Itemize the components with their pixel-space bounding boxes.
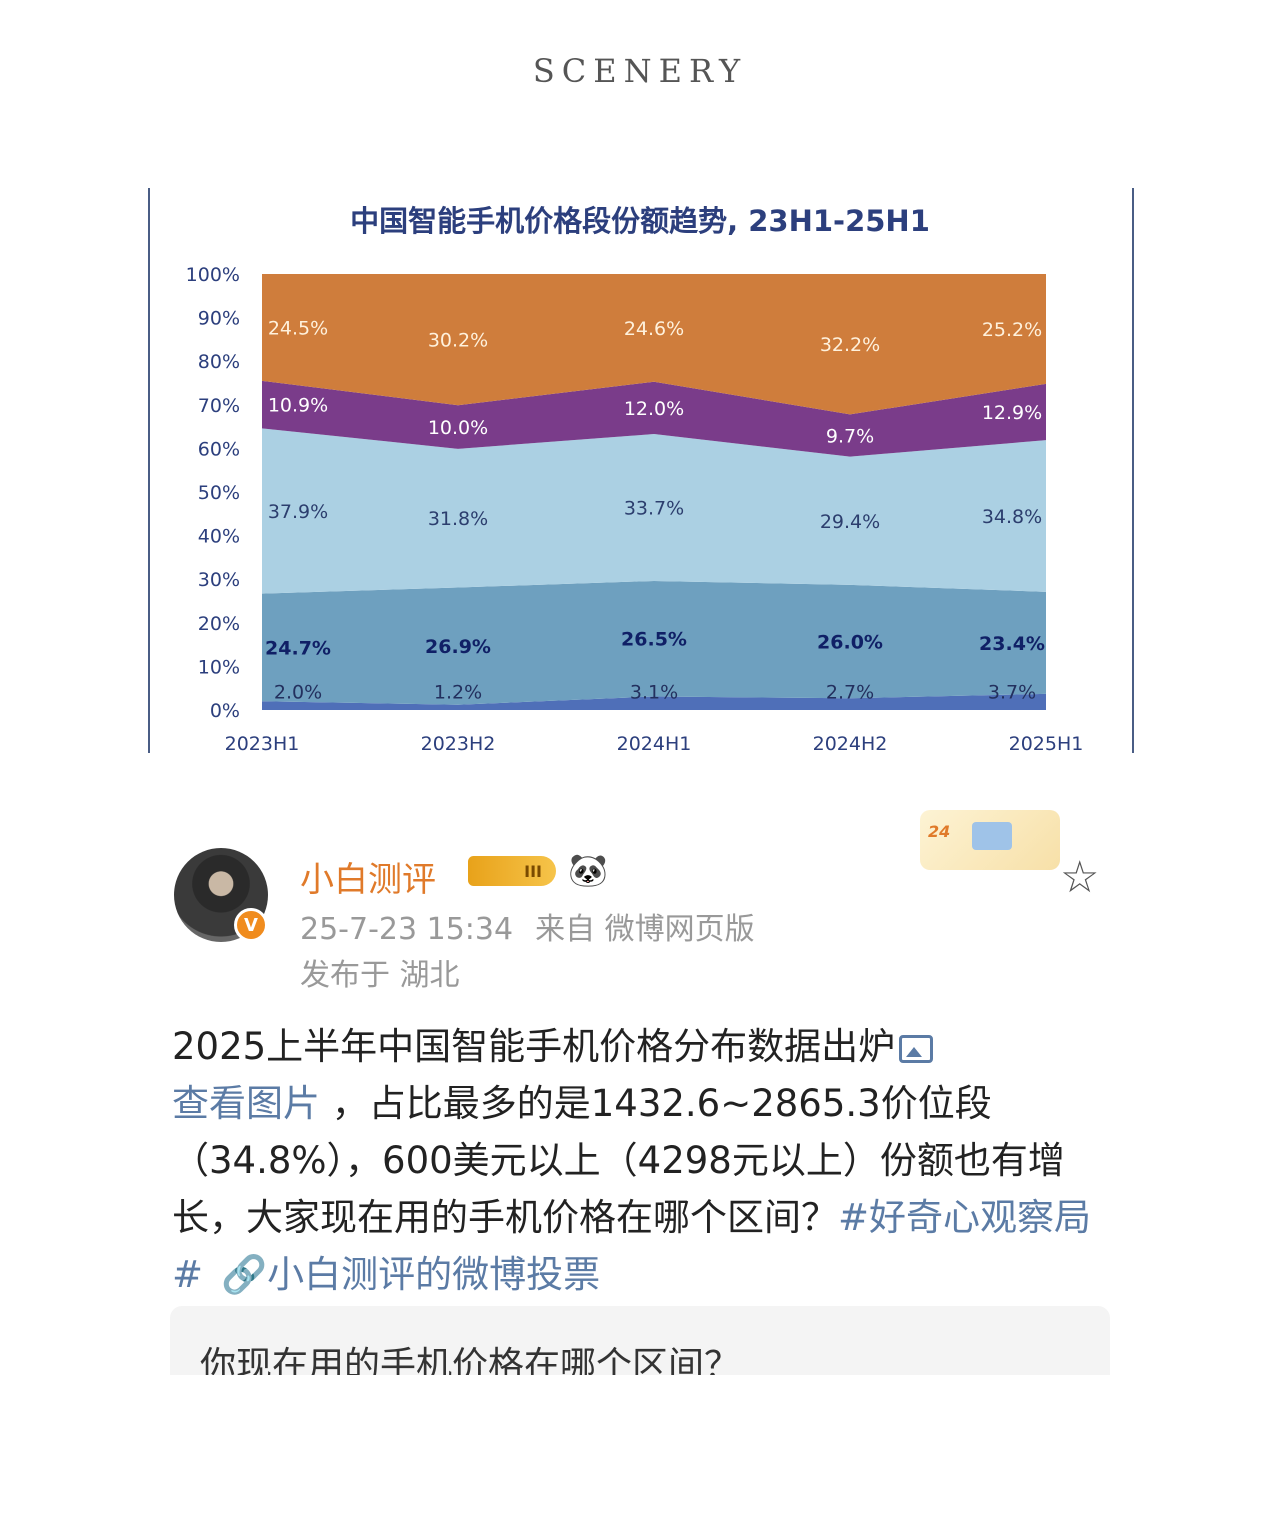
data-label: 12.0% [624,398,684,420]
data-label: 37.9% [268,501,328,523]
verified-badge-icon: V [234,908,268,942]
area-series-3 [262,428,1046,594]
y-tick-label: 10% [198,656,240,678]
data-label: 26.0% [817,632,883,654]
data-label: 10.0% [428,417,488,439]
data-label: 29.4% [820,511,880,533]
post-text-body: ，占比最多的是1432.6~2865.3价位段（34.8%），600美元以上（4… [172,1082,1065,1239]
badge-24-icon: 24 [928,822,951,841]
data-labels: 2.0% 1.2% 3.1% 2.7% 3.7% 24.7% 26.9% 26.5% 26.0%… [265,317,1045,703]
y-tick-label: 100% [186,264,240,286]
y-tick-label: 50% [198,482,240,504]
hashtag-link[interactable]: #好奇心观察局# [172,1196,1092,1296]
data-label: 3.7% [988,682,1036,704]
data-label: 3.1% [630,682,678,704]
y-axis-labels: 0% 10% 20% 30% 40% 50% 60% 70% 80% 90% 100% [186,264,240,722]
area-series-1 [262,693,1046,710]
level-badge-text: III [524,861,542,881]
chart-frame: 中国智能手机价格段份额趋势, 23H1-25H1 0% 10% 20% 30% 40% 5… [148,188,1134,753]
data-label: 24.6% [624,318,684,340]
y-tick-label: 60% [198,438,240,460]
data-label: 33.7% [624,497,684,519]
y-tick-label: 80% [198,351,240,373]
area-series-2 [262,580,1046,705]
computer-icon [972,822,1012,850]
y-tick-label: 30% [198,569,240,591]
poll-link[interactable]: 小白测评的微博投票 [267,1253,601,1296]
data-label: 24.5% [268,317,328,339]
data-label: 2.7% [826,682,874,704]
link-icon: 🔗 [221,1253,268,1296]
weibo-post-card: 24 ☆ V 小白测评 III 🐼 25-7-23 15:34 来自 微博网页版 … [150,790,1130,1375]
area-series-5 [262,274,1046,415]
data-label: 24.7% [265,637,331,659]
x-axis-labels: 2023H1 2023H2 2024H1 2024H2 2025H1 [225,733,1084,753]
post-body: 2025上半年中国智能手机价格分布数据出炉 查看图片 ，占比最多的是1432.6… [172,1018,1112,1303]
data-label: 25.2% [982,319,1042,341]
data-label: 10.9% [268,395,328,417]
area-series-4 [262,380,1046,457]
y-tick-label: 90% [198,308,240,330]
x-tick-label: 2025H1 [1009,733,1084,753]
data-label: 26.5% [621,629,687,651]
data-label: 30.2% [428,330,488,352]
x-tick-label: 2024H1 [617,733,692,753]
post-location: 发布于 湖北 [300,958,460,993]
data-label: 2.0% [274,682,322,704]
poll-question: 你现在用的手机价格在哪个区间？ [200,1345,741,1375]
post-meta: 25-7-23 15:34 来自 微博网页版 [300,904,777,948]
y-tick-label: 40% [198,526,240,548]
image-icon[interactable] [899,1035,934,1063]
data-label: 23.4% [979,633,1045,655]
view-image-link[interactable]: 查看图片 [172,1082,320,1125]
data-label: 32.2% [820,334,880,356]
post-text-intro: 2025上半年中国智能手机价格分布数据出炉 [172,1025,896,1068]
data-label: 31.8% [428,508,488,530]
post-source: 来自 微博网页版 [535,912,755,947]
crown-level-icon: III [468,856,556,886]
decoration-sticker: 24 [920,810,1060,870]
stacked-area-chart: 中国智能手机价格段份额趋势, 23H1-25H1 0% 10% 20% 30% 40% 5… [186,204,1084,753]
x-tick-label: 2024H2 [813,733,888,753]
brand-title: SCENERY [532,52,748,90]
x-tick-label: 2023H2 [421,733,496,753]
data-label: 34.8% [982,506,1042,528]
data-label: 26.9% [425,636,491,658]
y-tick-label: 70% [198,395,240,417]
y-tick-label: 20% [198,613,240,635]
data-label: 1.2% [434,682,482,704]
x-tick-label: 2023H1 [225,733,300,753]
star-icon[interactable]: ☆ [1060,852,1100,903]
data-label: 9.7% [826,426,874,448]
username[interactable]: 小白测评 [300,860,436,900]
post-timestamp: 25-7-23 15:34 [300,912,514,947]
poll-card[interactable]: 你现在用的手机价格在哪个区间？ [170,1306,1110,1375]
chart-title: 中国智能手机价格段份额趋势, 23H1-25H1 [350,204,930,238]
panda-icon: 🐼 [568,851,608,889]
chart-areas [262,274,1046,710]
data-label: 12.9% [982,402,1042,424]
y-tick-label: 0% [210,700,240,722]
